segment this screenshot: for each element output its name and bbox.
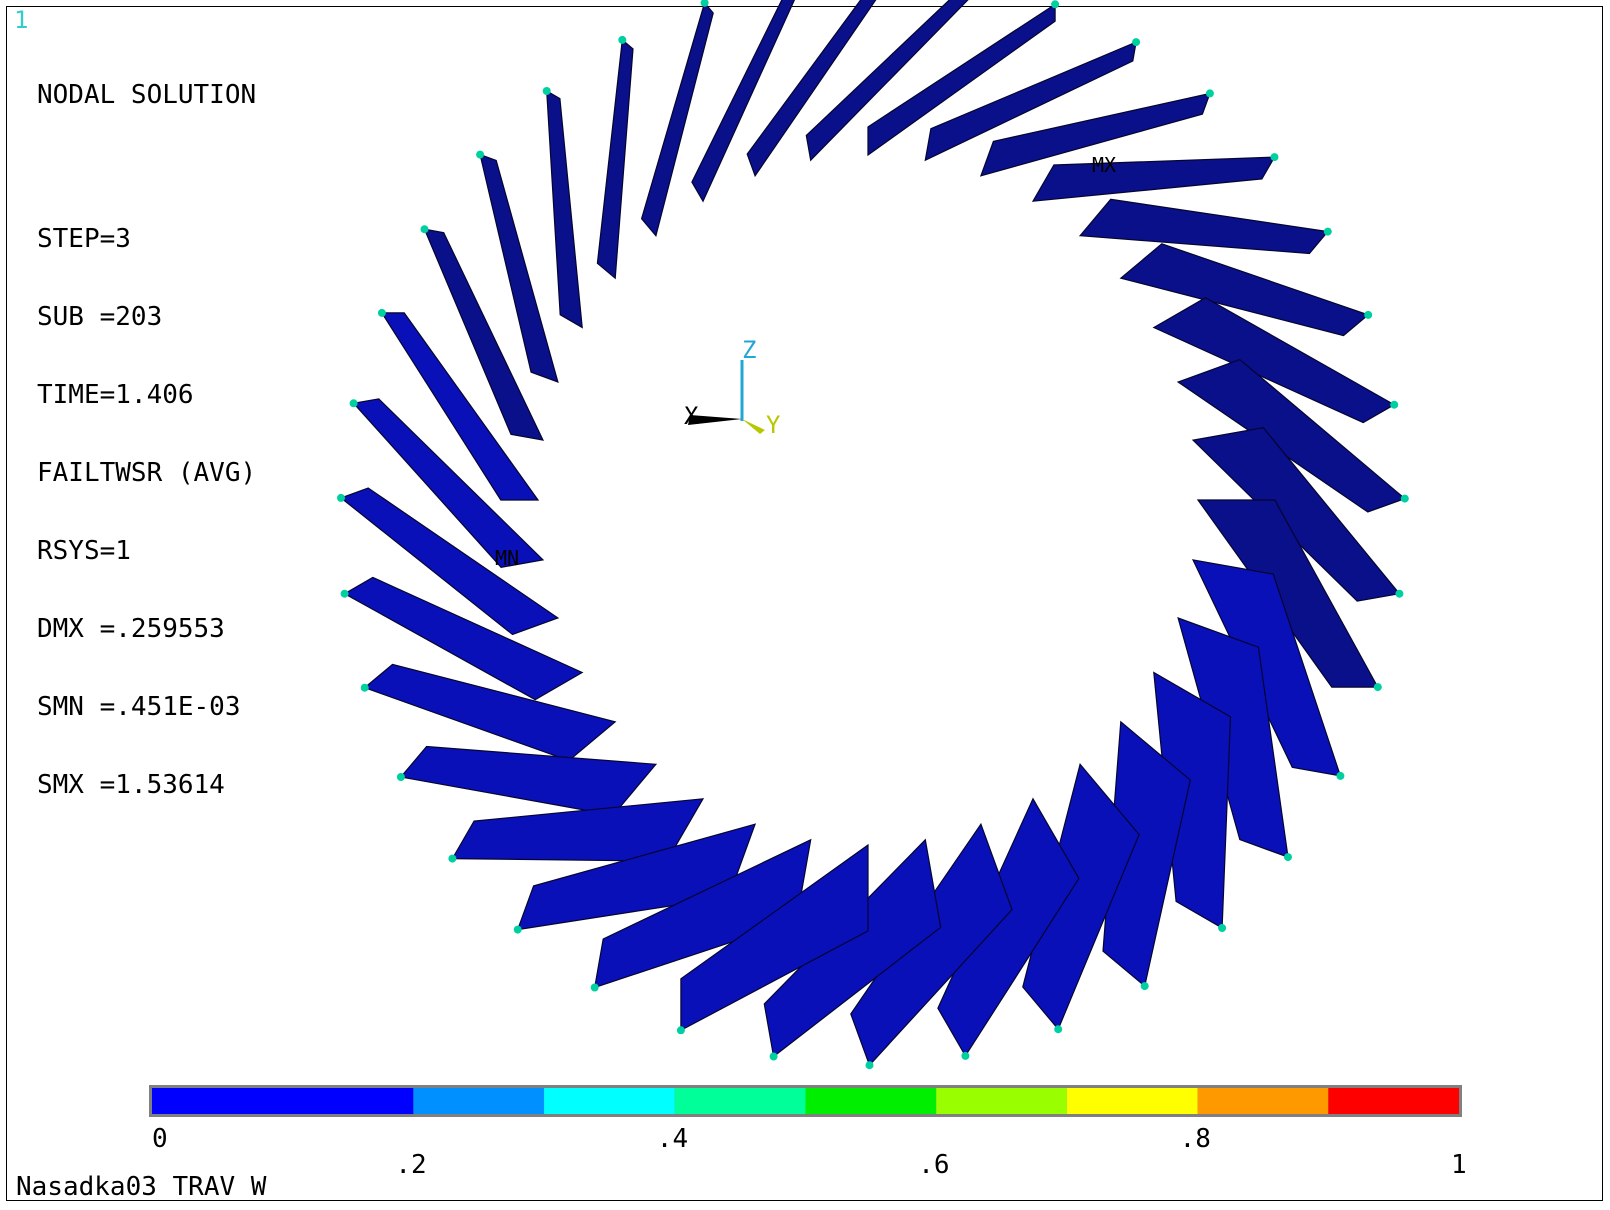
blade-hotspot [396, 773, 405, 781]
blade-hotspot [1132, 38, 1141, 47]
blade [596, 38, 634, 280]
info-result: FAILTWSR (AVG) [37, 458, 257, 488]
blade-hotspot [1373, 683, 1382, 692]
legend-color-segment [1197, 1088, 1329, 1114]
blade-hotspot [1390, 400, 1399, 409]
blade [546, 89, 583, 329]
legend-color-segment [413, 1088, 545, 1114]
triad-y-label: Y [766, 411, 781, 439]
info-smx: SMX =1.53614 [37, 770, 225, 800]
blade-hotspot [1400, 494, 1409, 503]
blade-hotspot [1051, 0, 1060, 9]
legend-color-segment [1328, 1088, 1459, 1114]
solution-info-block: NODAL SOLUTION STEP=3 SUB =203 TIME=1.40… [37, 30, 256, 824]
legend-color-segment [152, 1088, 414, 1114]
blade-hotspot [1395, 589, 1404, 598]
legend-color-segment [936, 1088, 1067, 1114]
info-time: TIME=1.406 [37, 380, 194, 410]
triad-z-label: Z [742, 336, 756, 364]
blade-hotspot [1270, 153, 1279, 162]
blade-hotspot [340, 589, 349, 598]
blade-hotspot [1205, 89, 1214, 98]
legend-color-segment [805, 1088, 937, 1114]
legend-tick-label: 1 [1451, 1150, 1467, 1180]
blade-hotspot [360, 683, 369, 692]
blade-hotspot [513, 925, 522, 934]
blade-hotspot [1284, 853, 1292, 862]
blade-hotspot [1218, 924, 1227, 932]
blade-hotspot [961, 1051, 970, 1060]
legend-tick-label: 0 [152, 1124, 168, 1154]
blade-hotspot [865, 1061, 874, 1070]
blade [805, 0, 969, 162]
blade-hotspot [349, 399, 358, 408]
legend-tick-label: .2 [395, 1150, 427, 1180]
legend-color-segment [1066, 1088, 1198, 1114]
solution-title: NODAL SOLUTION [37, 80, 257, 110]
blade-hotspot [1336, 771, 1345, 780]
blade-hotspot [542, 87, 551, 95]
min-marker: MN [495, 546, 519, 570]
triad-x-label: X [684, 402, 699, 430]
legend-tick-label: .4 [656, 1124, 689, 1154]
blade-hotspot [420, 225, 429, 234]
blade-ring [337, 0, 1409, 1070]
blade-hotspot [476, 150, 485, 159]
model-caption: Nasadka03 TRAV W [16, 1172, 267, 1202]
blade-hotspot [618, 35, 627, 44]
blade-hotspot [590, 983, 599, 992]
info-step: STEP=3 [37, 224, 131, 254]
legend-tick-label: .6 [918, 1150, 950, 1180]
contour-legend-bar [149, 1085, 1462, 1117]
info-smn: SMN =.451E-03 [37, 692, 241, 722]
coordinate-triad: Z X Y [684, 336, 781, 439]
blade-hotspot [700, 0, 709, 7]
blade [399, 745, 658, 816]
blade [1031, 156, 1276, 202]
legend-color-segment [674, 1088, 806, 1114]
blade-hotspot [769, 1052, 778, 1061]
info-rsys: RSYS=1 [37, 536, 131, 566]
triad-y-axis [742, 419, 765, 434]
blade-hotspot [337, 493, 345, 502]
blade-hotspot [1140, 982, 1149, 991]
blade [1078, 198, 1329, 255]
window-number: 1 [14, 6, 29, 34]
blade [363, 663, 617, 762]
blade-hotspot [377, 308, 386, 317]
triad-x-axis [688, 415, 742, 425]
legend-color-segment [544, 1088, 675, 1114]
blade-hotspot [1054, 1025, 1063, 1034]
blade-hotspot [676, 1026, 685, 1035]
blade-hotspot [1323, 227, 1332, 236]
blade [746, 0, 877, 178]
info-dmx: DMX =.259553 [37, 614, 225, 644]
blade [691, 0, 796, 203]
blade-hotspot [448, 854, 457, 863]
legend-tick-label: .8 [1179, 1124, 1211, 1154]
blade-hotspot [1364, 310, 1373, 319]
graphics-window-frame [6, 6, 1603, 1201]
info-sub: SUB =203 [37, 302, 163, 332]
max-marker: MX [1092, 153, 1116, 177]
